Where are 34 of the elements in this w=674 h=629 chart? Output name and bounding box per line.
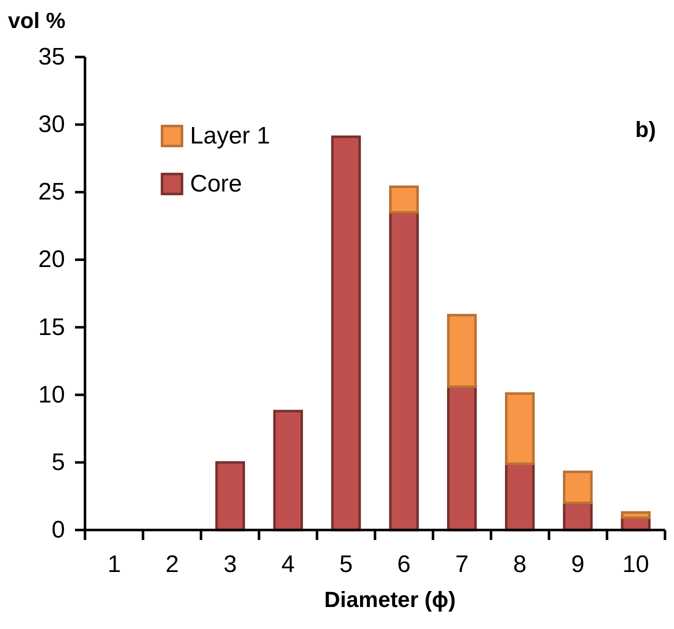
x-tick-label: 3 xyxy=(223,551,237,578)
bar xyxy=(447,314,477,388)
y-tick-label: 0 xyxy=(52,516,65,544)
x-tick-label: 2 xyxy=(166,551,179,578)
x-tick-label: 8 xyxy=(513,551,527,578)
x-tick-label: 4 xyxy=(281,551,295,578)
legend-label: Layer 1 xyxy=(190,122,270,150)
x-axis-title: Diameter (ϕ) xyxy=(324,587,456,612)
x-tick-label: 7 xyxy=(455,551,469,578)
bar xyxy=(620,511,651,520)
y-tick-label: 15 xyxy=(38,314,65,341)
x-tick-label: 1 xyxy=(108,551,121,578)
annotation: b) xyxy=(635,117,656,142)
bar xyxy=(331,135,361,532)
bar xyxy=(215,461,246,532)
legend-label: Core xyxy=(190,170,242,198)
bar xyxy=(504,392,535,466)
bar xyxy=(447,386,477,532)
bar xyxy=(504,462,535,532)
x-tick-label: 6 xyxy=(397,551,411,578)
x-tick-label: 9 xyxy=(571,551,584,578)
y-tick-label: 30 xyxy=(38,111,65,138)
bar xyxy=(389,211,419,532)
bar xyxy=(273,410,303,532)
bar xyxy=(562,470,593,504)
y-tick-label: 10 xyxy=(38,381,65,408)
y-tick-label: 35 xyxy=(38,44,65,70)
x-tick-label: 10 xyxy=(622,551,650,578)
y-axis-title: vol % xyxy=(8,8,66,33)
bar xyxy=(389,185,419,214)
y-tick-label: 5 xyxy=(52,448,65,476)
x-tick-label: 5 xyxy=(339,551,353,578)
y-tick-label: 25 xyxy=(38,178,65,206)
y-tick-label: 20 xyxy=(38,246,65,274)
